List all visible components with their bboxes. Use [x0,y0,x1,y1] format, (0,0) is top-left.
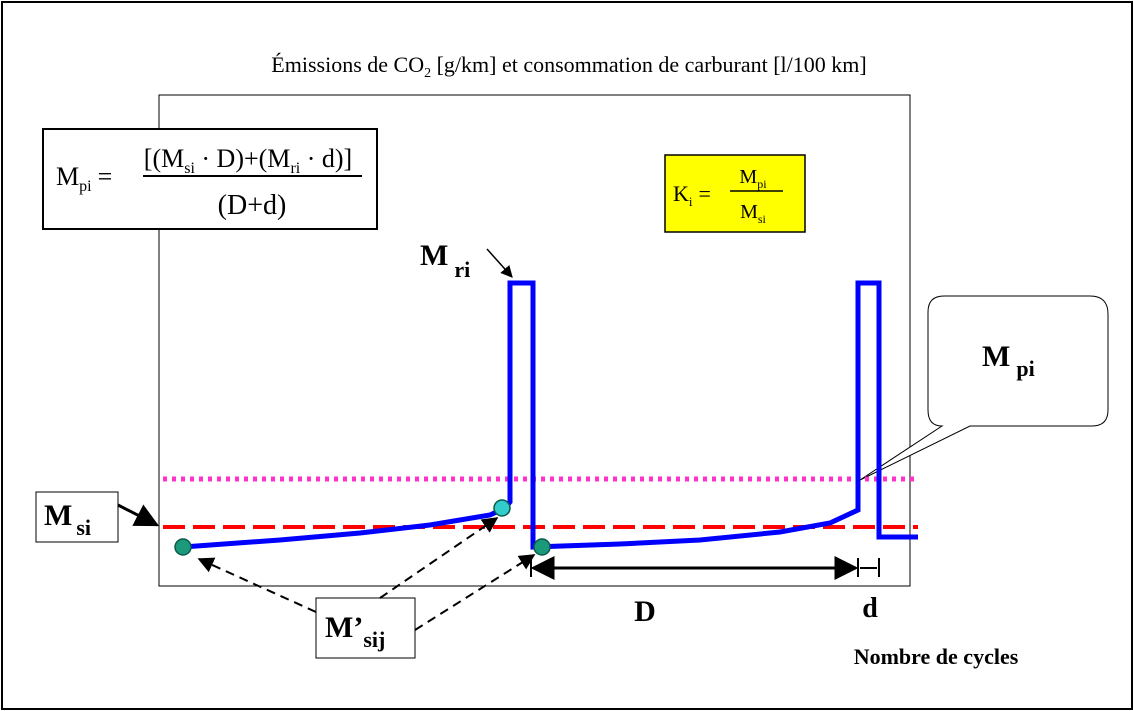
marker-after-peak [533,538,551,556]
label-D: D [634,595,656,628]
emission-curve [182,280,918,550]
svg-text:Msi: Msi [44,499,91,540]
marker-start [174,538,192,556]
svg-text:Mri: Mri [420,239,470,282]
svg-text:Ki=: Ki = [673,181,711,209]
msij-label: M’sij [197,517,536,659]
svg-text:Mpi: Mpi [982,340,1035,381]
svg-text:[(Msi · D)+(Mri · d)]: [(Msi · D)+(Mri · d)] [144,144,352,177]
svg-text:Mpi: Mpi [739,166,767,191]
svg-text:(D+d): (D+d) [218,190,287,221]
x-axis-label: Nombre de cycles [854,644,1019,669]
formula-mpi-box: Mpi = [(Msi · D)+(Mri · d)] (D+d) [42,128,378,230]
svg-text:Mpi=: Mpi = [56,162,112,195]
svg-text:Msi: Msi [740,201,766,226]
marker-before-peak [493,499,511,517]
formula-ki-box: Ki = Mpi Msi [664,154,806,233]
label-d: d [862,593,878,624]
svg-text:M’sij: M’sij [325,611,385,652]
chart-title: Émissions de CO2 [g/km] et consommation … [271,52,866,81]
